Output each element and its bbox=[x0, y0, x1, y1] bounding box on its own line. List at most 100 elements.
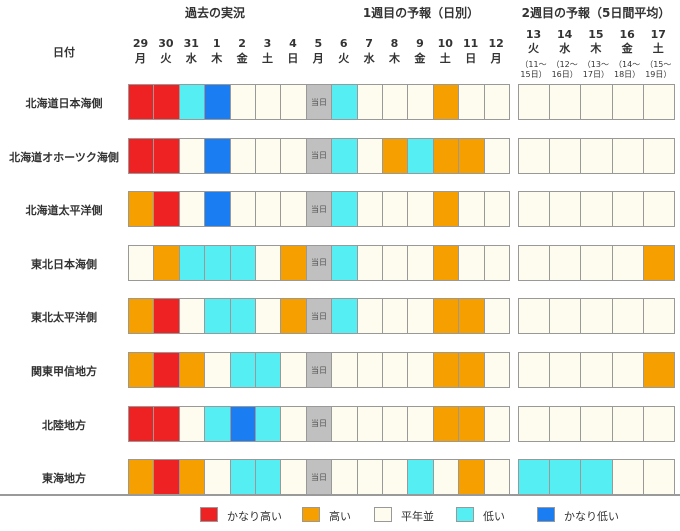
heatmap-cell bbox=[128, 459, 154, 496]
date-number: 29 bbox=[132, 37, 149, 50]
heatmap-cell bbox=[357, 191, 383, 228]
heatmap-cell bbox=[407, 459, 434, 496]
region-label: 北海道太平洋側 bbox=[25, 204, 103, 218]
heatmap-cell bbox=[433, 352, 459, 388]
week2-column-header: 14 水 bbox=[549, 28, 580, 56]
week2-cell bbox=[518, 191, 550, 228]
heatmap-cell bbox=[407, 84, 434, 120]
heatmap-cell bbox=[128, 191, 154, 228]
legend-swatch bbox=[200, 507, 218, 522]
heatmap-cell bbox=[255, 191, 281, 228]
week2-cell bbox=[549, 405, 581, 442]
heatmap-cell bbox=[458, 405, 485, 442]
week2-cell bbox=[518, 352, 550, 388]
heatmap-cell bbox=[433, 137, 459, 174]
week2-cell bbox=[643, 459, 675, 496]
legend-label: 高い bbox=[329, 510, 351, 523]
heatmap-cell bbox=[407, 405, 434, 442]
heatmap-cell bbox=[331, 191, 358, 228]
heatmap-cell bbox=[484, 405, 510, 442]
today-cell: 当日 bbox=[306, 352, 332, 388]
heatmap-cell bbox=[433, 244, 459, 281]
week2-date-range: （12〜 16日） bbox=[551, 60, 578, 79]
week2-cell bbox=[643, 244, 675, 281]
date-number: 13 bbox=[525, 28, 542, 41]
heatmap-cell bbox=[179, 352, 205, 388]
week2-cell bbox=[643, 137, 675, 174]
heatmap-cell bbox=[230, 191, 256, 228]
today-cell: 当日 bbox=[306, 191, 332, 228]
heatmap-cell bbox=[230, 459, 256, 496]
heatmap-cell bbox=[128, 352, 154, 388]
heatmap-cell bbox=[128, 244, 154, 281]
day-of-week: 土 bbox=[652, 42, 664, 55]
day-of-week: 火 bbox=[160, 52, 172, 65]
today-cell: 当日 bbox=[306, 84, 332, 120]
week2-cell bbox=[518, 84, 550, 120]
heatmap-cell bbox=[382, 191, 408, 228]
heatmap-cell bbox=[204, 84, 231, 120]
heatmap-cell bbox=[179, 298, 205, 335]
heatmap-cell bbox=[153, 352, 180, 388]
date-number: 1 bbox=[212, 37, 221, 50]
region-label: 東北日本海側 bbox=[31, 257, 97, 271]
week2-cell bbox=[518, 244, 550, 281]
heatmap-cell bbox=[255, 84, 281, 120]
day-of-week: 月 bbox=[135, 52, 146, 65]
week2-cell bbox=[518, 459, 550, 496]
heatmap-cell bbox=[255, 137, 281, 174]
date-number: 15 bbox=[588, 28, 604, 41]
day-of-week: 月 bbox=[490, 52, 502, 65]
heatmap-cell bbox=[280, 191, 307, 228]
week2-cell bbox=[580, 244, 613, 281]
heatmap-cell bbox=[230, 84, 256, 120]
heatmap-cell bbox=[128, 137, 154, 174]
day-of-week: 木 bbox=[389, 52, 400, 65]
region-label: 北海道オホーツク海側 bbox=[9, 150, 119, 164]
legend-label: 低い bbox=[483, 510, 505, 523]
heatmap-cell bbox=[382, 298, 408, 335]
region-label: 北陸地方 bbox=[42, 418, 86, 432]
date-number: 4 bbox=[289, 37, 297, 50]
heatmap-cell bbox=[458, 191, 485, 228]
week2-cell bbox=[580, 191, 613, 228]
day-of-week: 火 bbox=[528, 42, 539, 55]
heatmap-cell bbox=[357, 459, 383, 496]
heatmap-cell bbox=[357, 405, 383, 442]
day-of-week: 火 bbox=[338, 52, 350, 65]
heatmap-cell bbox=[357, 84, 383, 120]
legend-swatch bbox=[374, 507, 392, 522]
heatmap-cell bbox=[280, 298, 307, 335]
heatmap-cell bbox=[458, 137, 485, 174]
region-label: 東海地方 bbox=[42, 472, 86, 486]
day-of-week: 金 bbox=[414, 52, 426, 65]
heatmap-cell bbox=[484, 298, 510, 335]
heatmap-cell bbox=[204, 298, 231, 335]
date-number: 12 bbox=[488, 37, 504, 50]
legend-label: 平年並 bbox=[401, 510, 434, 523]
heatmap-cell bbox=[179, 244, 205, 281]
week2-column-header: 13 火 bbox=[518, 28, 549, 56]
day-of-week: 水 bbox=[363, 52, 375, 65]
region-label: 関東甲信地方 bbox=[31, 365, 97, 378]
legend-swatch bbox=[537, 507, 555, 522]
week2-cell bbox=[549, 84, 581, 120]
heatmap-cell bbox=[179, 405, 205, 442]
week2-cell bbox=[518, 137, 550, 174]
legend-label: かなり高い bbox=[227, 510, 282, 523]
heatmap-cell bbox=[407, 298, 434, 335]
heatmap-cell bbox=[357, 137, 383, 174]
heatmap-cell bbox=[255, 459, 281, 496]
date-column-header: 12 月 bbox=[484, 36, 509, 66]
week2-date-range: （15〜 19日） bbox=[645, 60, 672, 79]
heatmap-cell bbox=[230, 137, 256, 174]
heatmap-cell bbox=[179, 137, 205, 174]
date-number: 8 bbox=[390, 37, 399, 50]
heatmap-cell bbox=[230, 244, 256, 281]
today-cell: 当日 bbox=[306, 405, 332, 442]
week2-cell bbox=[549, 191, 581, 228]
